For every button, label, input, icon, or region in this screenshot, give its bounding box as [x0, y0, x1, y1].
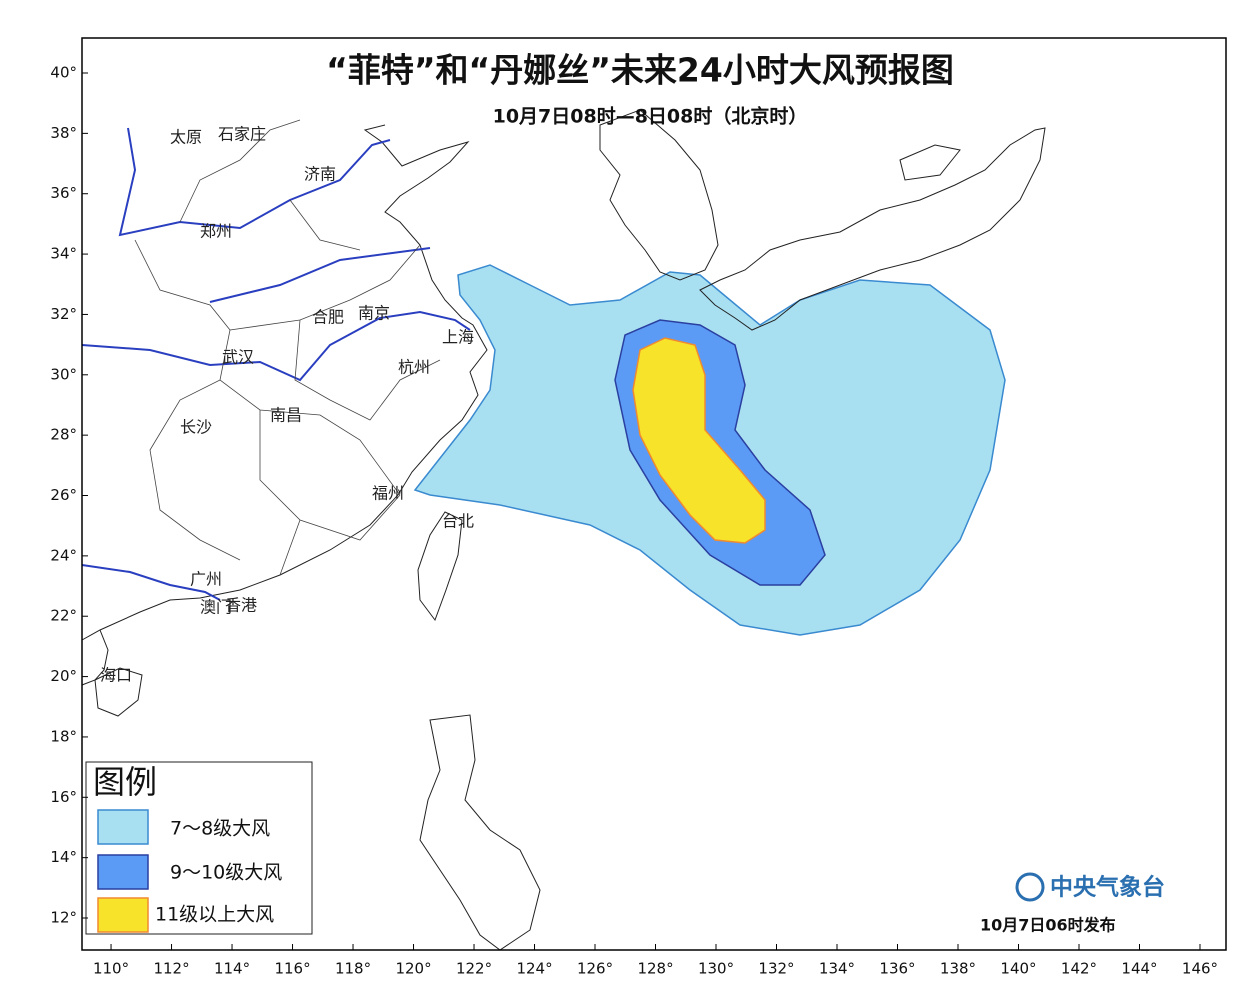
map-title: “菲特”和“丹娜丝”未来24小时大风预报图 — [326, 51, 954, 90]
y-tick-label: 40° — [50, 64, 77, 82]
city-label: 郑州 — [200, 222, 232, 241]
city-label: 海口 — [100, 666, 132, 685]
city-label: 香港 — [225, 596, 257, 615]
x-tick-label: 118° — [335, 960, 371, 978]
map-subtitle: 10月7日08时—8日08时（北京时） — [493, 105, 808, 128]
issuer-name: 中央气象台 — [1050, 874, 1165, 901]
city-label: 太原 — [170, 128, 202, 147]
legend-swatch — [97, 854, 149, 890]
x-tick-label: 120° — [395, 960, 431, 978]
x-tick-label: 112° — [153, 960, 189, 978]
huai-river — [209, 247, 431, 303]
y-tick-label: 16° — [50, 788, 77, 806]
issuer: 中央气象台 10月7日06时发布 — [980, 872, 1165, 935]
y-tick-label: 36° — [50, 184, 77, 202]
korea — [599, 109, 719, 281]
y-tick-label: 28° — [50, 426, 77, 444]
legend-swatch — [97, 809, 149, 845]
china-coast — [81, 124, 488, 641]
city-label: 长沙 — [180, 418, 212, 437]
city-labels: 太原 石家庄 济南 郑州 合肥 南京 上海 武汉 杭州 长沙 南昌 福州 台北 … — [100, 125, 474, 685]
city-label: 广州 — [190, 570, 222, 589]
x-tick-label: 140° — [1000, 960, 1036, 978]
y-tick-label: 38° — [50, 124, 77, 142]
legend-label: 11级以上大风 — [155, 904, 274, 926]
x-tick-label: 116° — [274, 960, 310, 978]
x-tick-label: 142° — [1061, 960, 1097, 978]
city-label: 南昌 — [270, 406, 302, 425]
legend-label: 9～10级大风 — [170, 862, 282, 884]
hainan — [94, 667, 143, 717]
y-tick-label: 18° — [50, 727, 77, 745]
leizhou — [81, 629, 109, 686]
pearl-river — [81, 564, 221, 601]
y-tick-label: 30° — [50, 365, 77, 383]
legend-swatch — [97, 897, 149, 933]
city-label: 石家庄 — [218, 125, 266, 144]
city-label: 武汉 — [222, 348, 254, 367]
city-label: 上海 — [442, 328, 474, 347]
issue-time: 10月7日06时发布 — [980, 916, 1116, 935]
city-label: 济南 — [304, 165, 336, 184]
x-tick-label: 134° — [819, 960, 855, 978]
legend-title: 图例 — [93, 763, 157, 801]
city-label: 南京 — [358, 304, 390, 323]
wind-zone-11 — [632, 337, 766, 544]
y-tick-label: 34° — [50, 245, 77, 263]
x-tick-label: 124° — [516, 960, 552, 978]
x-tick-label: 144° — [1121, 960, 1157, 978]
y-tick-label: 12° — [50, 909, 77, 927]
city-label: 福州 — [372, 484, 404, 503]
issuer-logo — [1015, 872, 1045, 902]
yellow-river — [118, 127, 391, 237]
y-tick-label: 24° — [50, 546, 77, 564]
x-tick-label: 128° — [637, 960, 673, 978]
legend: 图例 7～8级大风 9～10级大风 11级以上大风 — [85, 761, 313, 935]
city-label: 杭州 — [398, 358, 430, 377]
x-tick-label: 110° — [93, 960, 129, 978]
japan — [699, 127, 1046, 331]
yangtze-river — [81, 310, 471, 382]
x-tick-label: 130° — [698, 960, 734, 978]
legend-label: 7～8级大风 — [170, 818, 270, 840]
province-border — [134, 119, 441, 576]
taiwan — [417, 511, 463, 622]
y-tick-label: 20° — [50, 667, 77, 685]
y-tick-label: 32° — [50, 305, 77, 323]
x-tick-label: 126° — [577, 960, 613, 978]
x-tick-label: 136° — [879, 960, 915, 978]
city-label: 合肥 — [312, 308, 344, 327]
x-tick-label: 138° — [940, 960, 976, 978]
y-tick-label: 26° — [50, 486, 77, 504]
y-tick-label: 14° — [50, 848, 77, 866]
x-tick-label: 114° — [214, 960, 250, 978]
map-frame — [81, 37, 1227, 951]
x-tick-label: 122° — [456, 960, 492, 978]
y-tick-label: 22° — [50, 607, 77, 625]
x-tick-label: 132° — [758, 960, 794, 978]
city-label: 台北 — [442, 512, 474, 531]
city-label: 澳门 — [200, 598, 232, 617]
philippines — [419, 714, 541, 951]
x-tick-label: 146° — [1182, 960, 1218, 978]
